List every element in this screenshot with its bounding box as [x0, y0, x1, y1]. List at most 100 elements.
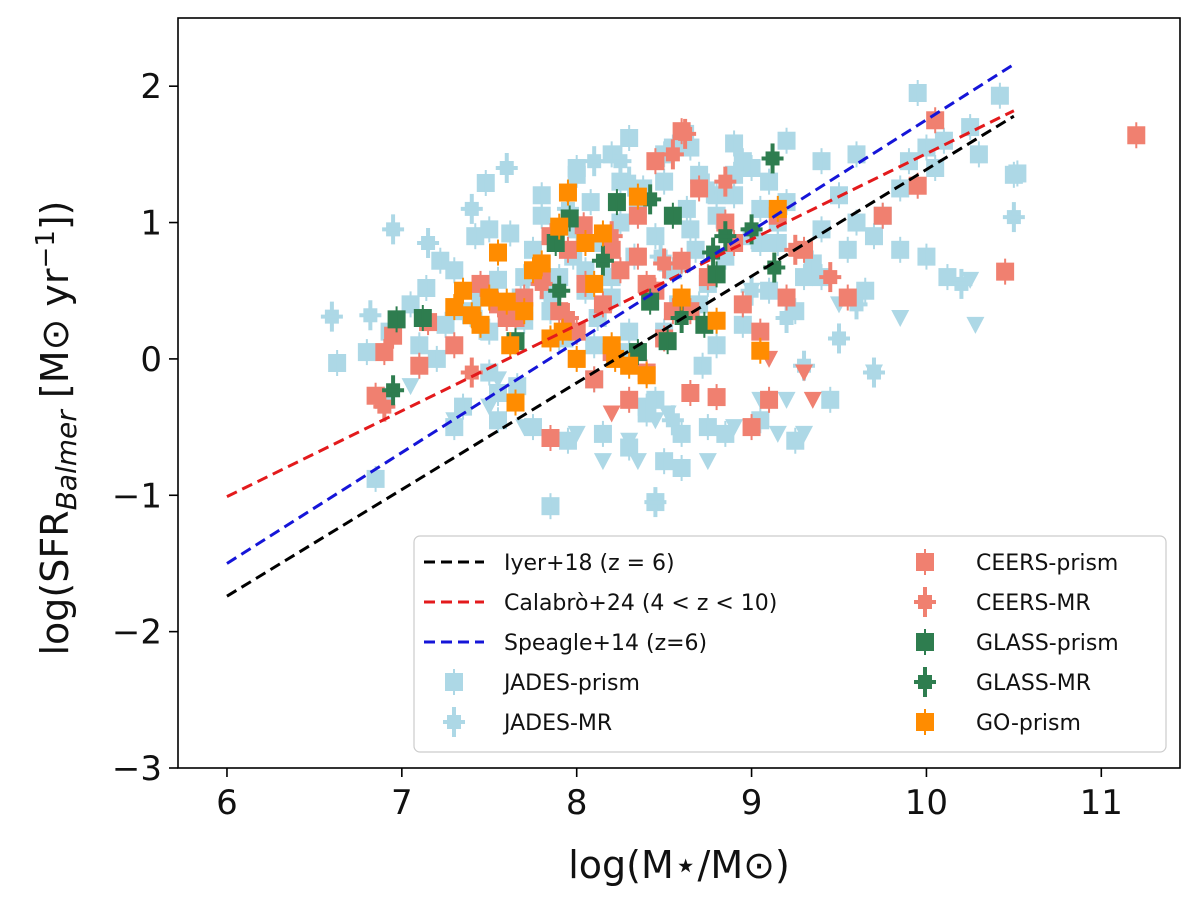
data-point-jades-prism — [812, 148, 831, 175]
x-tick-label: 9 — [741, 783, 763, 823]
data-point-jades-prism — [961, 114, 980, 141]
data-point-jades-prism — [401, 291, 420, 318]
data-point-jades-mr-upper-limits — [768, 425, 787, 443]
legend-label: CEERS-prism — [976, 551, 1118, 576]
data-point-ceers-prism — [1127, 122, 1146, 149]
data-point-jades-prism — [821, 386, 840, 413]
data-point-jades-prism — [541, 493, 560, 520]
data-point-jades-prism — [969, 141, 988, 168]
data-point-go-prism — [515, 298, 534, 325]
data-point-ceers-mr — [653, 248, 676, 279]
legend-entry-calabr-24-4-z-10: Calabrò+24 (4 < z < 10) — [424, 591, 777, 616]
legend-label: Calabrò+24 (4 < z < 10) — [504, 591, 777, 616]
data-point-jades-prism — [681, 216, 700, 243]
data-point-jades-prism — [864, 223, 883, 250]
legend-marker-plus — [914, 667, 936, 697]
data-point-ceers-prism — [681, 380, 700, 406]
data-point-jades-prism — [567, 155, 586, 181]
data-point-jades-prism — [917, 243, 936, 270]
fit-line-iyer-18-z-6 — [226, 114, 1015, 598]
data-point-jades-mr-upper-limits — [961, 271, 980, 289]
y-axis-label-part: ]) — [33, 200, 77, 230]
data-point-ceers-prism — [926, 107, 945, 134]
legend-marker-square — [916, 709, 934, 735]
legend-entry-jades-prism: JADES-prism — [445, 669, 640, 696]
y-tick-label: −2 — [112, 613, 162, 653]
legend-marker-plus — [443, 707, 465, 737]
data-point-jades-prism — [725, 130, 744, 157]
data-point-jades-mr-upper-limits — [489, 371, 508, 389]
data-point-jades-prism — [751, 195, 770, 222]
data-point-ceers-prism — [690, 175, 709, 202]
data-point-jades-mr — [495, 153, 518, 183]
data-point-jades-prism — [899, 148, 918, 175]
data-point-jades-mr-upper-limits — [515, 419, 534, 437]
data-point-jades-prism — [466, 223, 485, 250]
legend-entry-speagle-14-z-6: Speagle+14 (z=6) — [424, 631, 707, 656]
data-point-glass-prism — [663, 202, 682, 229]
data-point-jades-mr-upper-limits — [966, 316, 985, 334]
data-point-jades-mr — [320, 301, 343, 332]
data-point-jades-mr-upper-limits — [891, 310, 910, 327]
data-point-ceers-prism — [620, 386, 639, 413]
fit-lines-layer — [226, 63, 1015, 598]
data-point-jades-mr — [1002, 202, 1025, 233]
data-point-jades-prism — [489, 407, 508, 434]
legend-label: CEERS-MR — [976, 591, 1091, 616]
data-point-jades-mr-upper-limits — [725, 419, 744, 437]
data-point-jades-prism — [558, 427, 577, 454]
data-point-ceers-prism — [873, 202, 892, 229]
legend-label: JADES-prism — [502, 671, 640, 696]
data-point-jades-prism — [812, 216, 831, 243]
fit-line-calabr-24-4-z-10 — [226, 109, 1015, 498]
legend-marker-square — [445, 669, 463, 695]
data-point-glass-prism — [707, 261, 726, 288]
data-point-ceers-prism — [908, 172, 927, 199]
data-point-go-prism — [628, 183, 647, 210]
data-point-ceers-prism — [445, 332, 464, 359]
legend: Iyer+18 (z = 6) Calabrò+24 (4 < z < 10) Sp… — [413, 535, 1167, 753]
data-point-ceers-mr-upper-limits — [803, 391, 822, 409]
data-point-jades-prism — [777, 127, 796, 154]
data-point-jades-prism — [760, 168, 779, 195]
data-point-jades-prism — [677, 195, 696, 222]
data-point-jades-mr — [382, 214, 405, 245]
data-point-jades-prism — [716, 420, 735, 447]
data-point-glass-prism — [413, 305, 432, 331]
data-point-jades-prism — [611, 209, 630, 236]
data-point-jades-prism — [480, 216, 499, 243]
legend-marker-square — [916, 629, 934, 655]
data-point-jades-prism — [908, 80, 927, 106]
legend-entry-ceers-prism: CEERS-prism — [916, 549, 1118, 576]
data-point-jades-prism — [856, 277, 875, 304]
data-point-ceers-mr — [819, 262, 842, 293]
data-point-go-prism — [454, 277, 473, 304]
data-point-glass-mr — [382, 375, 405, 406]
data-point-ceers-prism — [611, 257, 630, 284]
data-point-jades-mr — [417, 228, 440, 258]
legend-entries: Iyer+18 (z = 6) Calabrò+24 (4 < z < 10) Sp… — [424, 549, 1119, 737]
data-point-jades-prism — [1008, 160, 1027, 187]
data-point-glass-prism — [607, 189, 626, 216]
legend-label: JADES-MR — [502, 711, 612, 736]
data-point-jades-mr-upper-limits — [658, 405, 677, 423]
x-tick-label: 8 — [566, 783, 588, 823]
legend-label: GO-prism — [976, 711, 1081, 736]
legend-marker-plus — [914, 587, 936, 617]
data-point-ceers-prism — [777, 284, 796, 311]
data-point-ceers-mr — [661, 139, 684, 170]
fit-line-speagle-14-z-6 — [226, 63, 1015, 565]
data-point-jades-mr-upper-limits — [620, 432, 639, 450]
data-point-jades-mr-upper-limits — [742, 282, 761, 300]
data-point-ceers-prism — [672, 247, 691, 274]
data-point-glass-mr — [591, 245, 614, 276]
data-point-jades-prism — [698, 414, 717, 441]
data-point-jades-mr — [359, 300, 382, 331]
data-point-jades-prism — [786, 427, 805, 454]
data-point-jades-prism — [445, 257, 464, 284]
data-point-jades-prism — [476, 170, 495, 196]
data-point-ceers-mr — [674, 118, 697, 149]
data-point-go-prism — [751, 337, 770, 364]
data-point-go-prism — [672, 284, 691, 311]
